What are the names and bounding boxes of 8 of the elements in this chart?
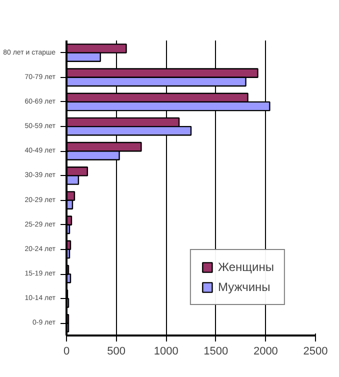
x-tick-label: 2500 <box>303 346 328 358</box>
legend-label: Мужчины <box>218 280 270 294</box>
x-tick-label: 1500 <box>204 346 228 358</box>
x-tick-label: 0 <box>63 346 70 358</box>
x-tick-label: 500 <box>107 346 126 358</box>
legend-label: Женщины <box>218 260 274 274</box>
x-tick-label: 1000 <box>154 346 178 358</box>
x-tick-label: 2000 <box>253 346 278 358</box>
